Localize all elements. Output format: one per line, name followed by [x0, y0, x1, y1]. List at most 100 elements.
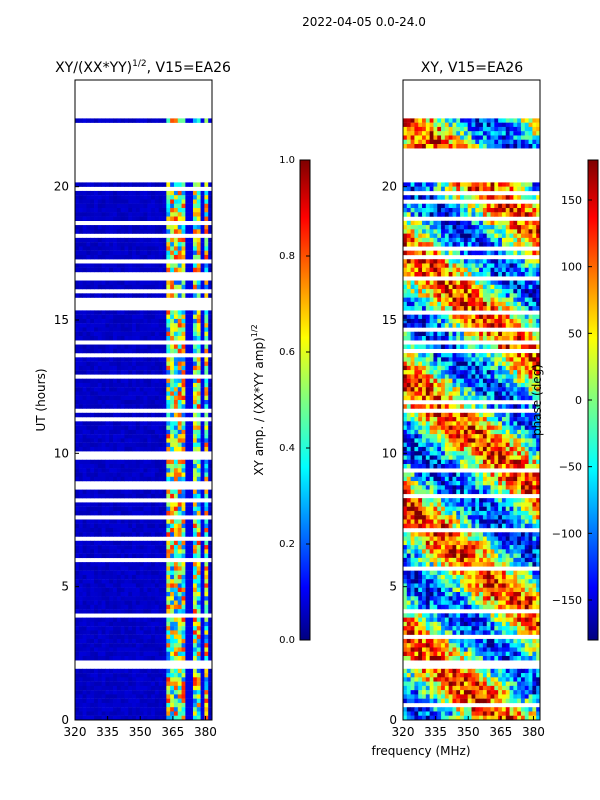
left-heatmap-cell [101, 336, 106, 341]
left-heatmap-cell [124, 225, 129, 230]
left-heatmap-cell [120, 293, 125, 298]
left-heatmap-cell [135, 702, 141, 708]
right-heatmap-cell [456, 306, 461, 311]
left-heatmap-cell [139, 685, 144, 691]
left-heatmap-cell [128, 545, 133, 550]
right-heatmap-cell [403, 242, 408, 247]
left-heatmap-row [75, 647, 213, 652]
right-heatmap-cell [418, 293, 423, 298]
left-heatmap-cell [162, 118, 167, 123]
left-heatmap-cell [208, 502, 213, 507]
left-heatmap-cell [120, 459, 125, 465]
left-heatmap-cell [170, 208, 175, 213]
right-heatmap-cell [414, 293, 419, 298]
right-heatmap-cell [456, 229, 461, 234]
left-heatmap-cell [192, 434, 198, 439]
left-heatmap-cell [135, 446, 141, 452]
right-heatmap-cell [410, 203, 415, 209]
left-heatmap-cell [166, 489, 171, 495]
left-heatmap-cell [105, 596, 110, 601]
right-heatmap-cell [463, 314, 469, 320]
right-heatmap-cell [479, 131, 484, 136]
right-heatmap-cell [433, 139, 438, 145]
left-heatmap-cell [97, 502, 103, 507]
left-heatmap-cell [105, 472, 110, 477]
left-heatmap-cell [192, 370, 198, 375]
left-heatmap-cell [78, 643, 84, 648]
left-heatmap-cell [128, 600, 133, 605]
left-heatmap-cell [162, 468, 167, 473]
left-heatmap-cell [189, 562, 194, 567]
left-heatmap-cell [132, 378, 137, 384]
left-heatmap-cell [185, 656, 190, 661]
left-heatmap-cell [75, 681, 80, 687]
left-title-main: XY/(XX*YY) [55, 60, 132, 76]
left-heatmap-cell [75, 336, 80, 341]
right-heatmap-cell [429, 242, 434, 247]
left-heatmap-cell [116, 647, 122, 652]
left-heatmap-cell [116, 404, 122, 409]
left-heatmap-cell [113, 562, 118, 567]
left-heatmap-cell [97, 182, 103, 187]
left-heatmap-row [75, 182, 213, 187]
left-heatmap-cell [139, 203, 144, 209]
left-heatmap-cell [147, 404, 152, 409]
left-heatmap-row [75, 199, 213, 204]
left-heatmap-cell [204, 365, 209, 371]
left-heatmap-cell [78, 685, 84, 691]
left-heatmap-cell [75, 553, 80, 559]
left-heatmap-cell [158, 677, 163, 682]
right-heatmap-cell [494, 139, 499, 145]
left-heatmap-row [75, 438, 213, 443]
left-heatmap-cell [82, 365, 87, 371]
left-heatmap-cell [154, 357, 160, 362]
left-heatmap-cell [82, 357, 87, 362]
right-heatmap-cell [475, 314, 480, 320]
left-heatmap-cell [143, 476, 148, 482]
left-heatmap-row [75, 617, 213, 623]
left-heatmap-cell [192, 519, 198, 524]
right-heatmap-cell [441, 297, 446, 303]
left-heatmap-row [75, 519, 213, 524]
right-heatmap-cell [494, 208, 499, 213]
right-heatmap-cell [505, 259, 510, 264]
left-heatmap-cell [78, 404, 84, 409]
left-heatmap-cell [177, 118, 182, 123]
right-heatmap-cell [479, 237, 484, 243]
left-heatmap-cell [196, 690, 201, 695]
right-heatmap-cell [448, 195, 453, 200]
right-heatmap-cell [536, 280, 541, 285]
left-heatmap-cell [139, 592, 144, 597]
left-heatmap-cell [124, 468, 129, 473]
right-heatmap-cell [437, 272, 442, 277]
right-heatmap-cell [532, 233, 537, 239]
left-heatmap-cell [105, 476, 110, 482]
left-heatmap-cell [139, 212, 144, 217]
right-heatmap-cell [414, 289, 419, 294]
right-heatmap-cell [433, 122, 438, 128]
left-heatmap-cell [105, 284, 110, 290]
left-heatmap-cell [143, 643, 148, 648]
right-heatmap-cell [433, 250, 438, 256]
left-heatmap-cell [90, 400, 95, 405]
left-heatmap-cell [135, 570, 141, 576]
left-heatmap-cell [113, 702, 118, 708]
right-heatmap-cell [429, 229, 434, 234]
left-heatmap-cell [192, 626, 198, 631]
left-heatmap-cell [97, 208, 103, 213]
left-heatmap-cell [90, 668, 95, 674]
left-heatmap-cell [86, 425, 91, 431]
left-heatmap-cell [94, 246, 99, 251]
right-heatmap-cell [532, 225, 537, 230]
right-heatmap-cell [520, 139, 526, 145]
left-heatmap-cell [196, 387, 201, 392]
right-heatmap-cell [524, 293, 529, 298]
left-heatmap-cell [154, 574, 160, 580]
right-heatmap-cell [406, 280, 412, 285]
right-heatmap-cell [452, 280, 457, 285]
right-heatmap-cell [509, 139, 514, 145]
left-heatmap-cell [166, 382, 171, 388]
left-heatmap-cell [204, 378, 209, 384]
left-heatmap-cell [154, 506, 160, 512]
left-heatmap-cell [82, 643, 87, 648]
